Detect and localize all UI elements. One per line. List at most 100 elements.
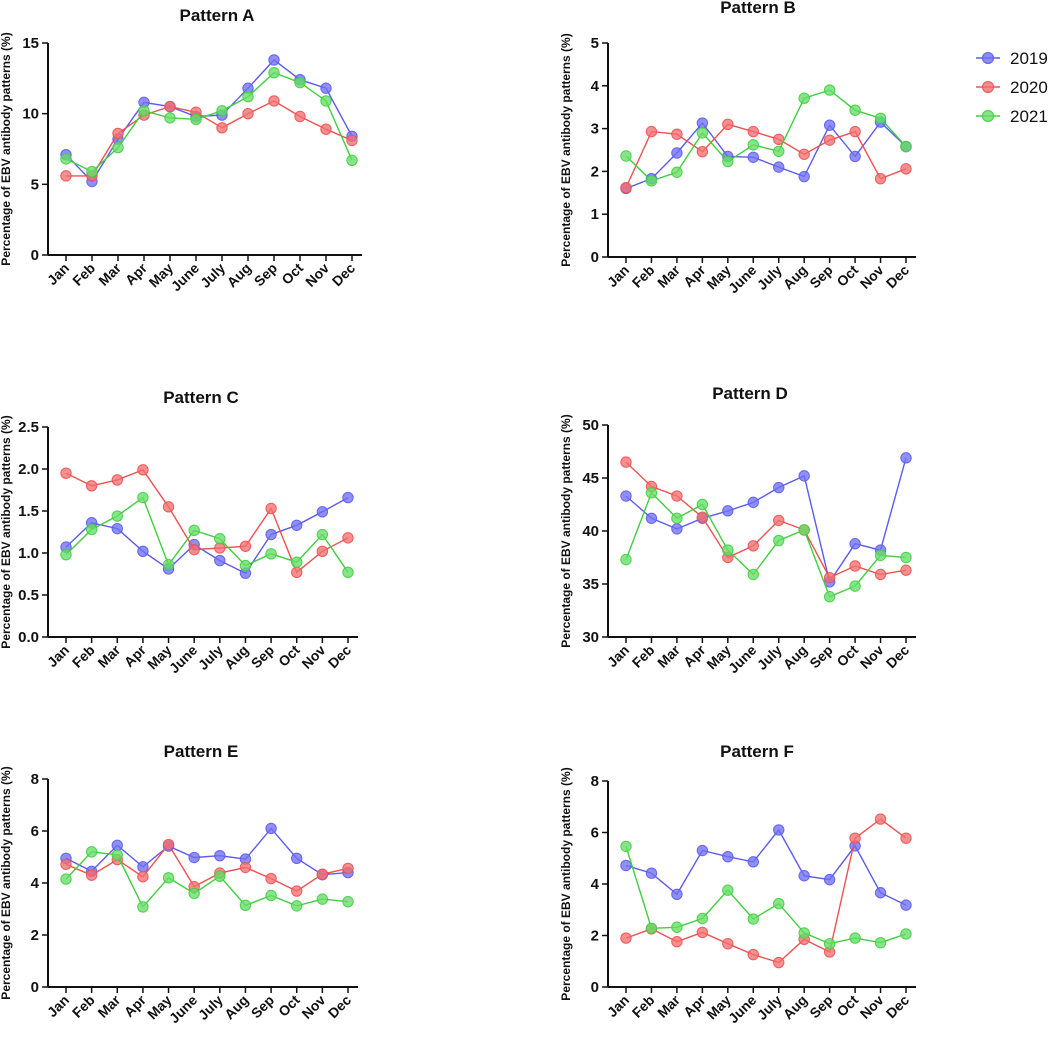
series-2019 [60,822,354,881]
y-tick-label: 10 [22,106,39,123]
data-point-2021-feb [645,922,658,934]
data-point-2021-jan [620,840,632,853]
data-point-2020-nov [874,813,887,825]
data-point-2020-june [747,125,759,138]
x-tick-label: Feb [69,260,98,289]
series-line-2019 [625,121,907,190]
data-point-2019-sep [823,873,836,886]
legend-swatch-marker [982,52,994,64]
data-point-2021-nov [874,937,887,949]
x-tick-label: Feb [629,262,658,291]
series-line-2021 [65,71,353,173]
data-point-2021-sep [265,548,277,560]
series-2021 [620,487,912,603]
panel-pattern-d: Pattern D3035404550JanFebMarAprMayJuneJu… [559,384,916,676]
data-point-2021-apr [137,491,149,504]
x-tick-label: Jan [44,642,72,670]
data-point-2020-sep [823,571,836,584]
data-point-2021-july [773,145,785,157]
x-tick-label: Mar [94,991,123,1020]
data-point-2020-nov [874,568,887,581]
panel-title: Pattern B [720,0,796,17]
y-tick-label: 0.5 [18,587,39,604]
data-point-2019-apr [137,861,149,873]
data-point-2019-mar [671,888,683,900]
series-line-2019 [65,827,349,876]
x-tick-label: Nov [857,262,887,292]
x-tick-label: Nov [298,992,328,1022]
data-point-2021-jan [60,153,72,165]
x-tick-label: Aug [224,260,255,291]
x-tick-label: Oct [833,992,861,1020]
data-point-2020-july [773,514,785,527]
data-point-2020-dec [342,862,354,875]
data-point-2021-june [747,913,759,925]
data-point-2020-apr [696,146,709,158]
data-point-2019-aug [798,870,810,882]
data-point-2021-june [190,113,202,126]
series-2021 [620,84,912,187]
data-point-2021-nov [874,549,887,562]
series-2019 [620,824,912,911]
data-point-2021-nov [874,112,887,125]
data-point-2020-sep [268,95,280,107]
data-point-2020-mar [671,935,683,948]
y-tick-label: 0 [31,979,39,996]
panel-title: Pattern D [712,384,788,403]
data-point-2021-sep [823,938,836,950]
data-point-2021-oct [291,556,303,568]
series-line-2020 [625,461,907,579]
data-point-2021-oct [294,76,306,89]
panel-title: Pattern A [180,6,255,25]
y-tick-label: 3 [591,121,599,138]
data-point-2019-dec [900,452,912,464]
data-point-2020-oct [849,125,861,138]
x-tick-label: Mar [654,261,683,290]
x-tick-label: July [754,262,785,293]
y-axis-label: Percentage of EBV antibody patterns (%) [559,767,573,1000]
series-line-2019 [625,828,907,906]
x-tick-label: Nov [302,260,332,290]
x-tick-label: Aug [780,262,811,293]
data-point-2021-sep [268,66,280,79]
y-tick-label: 40 [582,523,599,540]
data-point-2021-mar [671,166,683,178]
x-tick-label: Oct [275,642,303,670]
data-point-2021-apr [696,127,709,139]
x-tick-label: June [166,992,201,1027]
legend-item-2019: 2019 [976,49,1048,68]
data-point-2021-sep [823,84,836,96]
x-tick-label: Mar [94,641,123,670]
x-tick-label: June [725,262,760,297]
y-tick-label: 0 [31,247,39,264]
data-point-2021-aug [798,524,810,536]
y-tick-label: 4 [591,876,600,893]
y-tick-label: 0 [591,249,599,266]
x-tick-label: Mar [95,259,124,288]
data-point-2020-feb [85,869,98,881]
series-2019 [60,491,354,579]
y-tick-label: 4 [31,875,40,892]
data-point-2021-july [773,897,785,910]
x-tick-label: June [725,642,760,677]
x-tick-label: Aug [221,642,252,673]
y-tick-label: 8 [591,773,599,790]
y-tick-label: 50 [582,417,599,434]
data-point-2020-oct [291,885,303,897]
data-point-2020-aug [239,861,252,874]
series-line-2020 [66,100,353,177]
x-tick-label: Dec [325,642,355,672]
data-point-2020-jan [60,170,72,182]
data-point-2019-nov [874,887,887,899]
series-2020 [620,456,912,584]
data-point-2021-may [722,884,734,896]
x-tick-label: Sep [248,642,277,671]
data-point-2020-jan [60,858,72,870]
data-point-2020-nov [320,123,332,135]
data-point-2020-jan [620,456,632,468]
panel-title: Pattern E [164,742,239,761]
data-point-2019-june [747,151,759,163]
x-tick-label: Feb [629,642,658,671]
data-point-2020-dec [900,832,912,844]
